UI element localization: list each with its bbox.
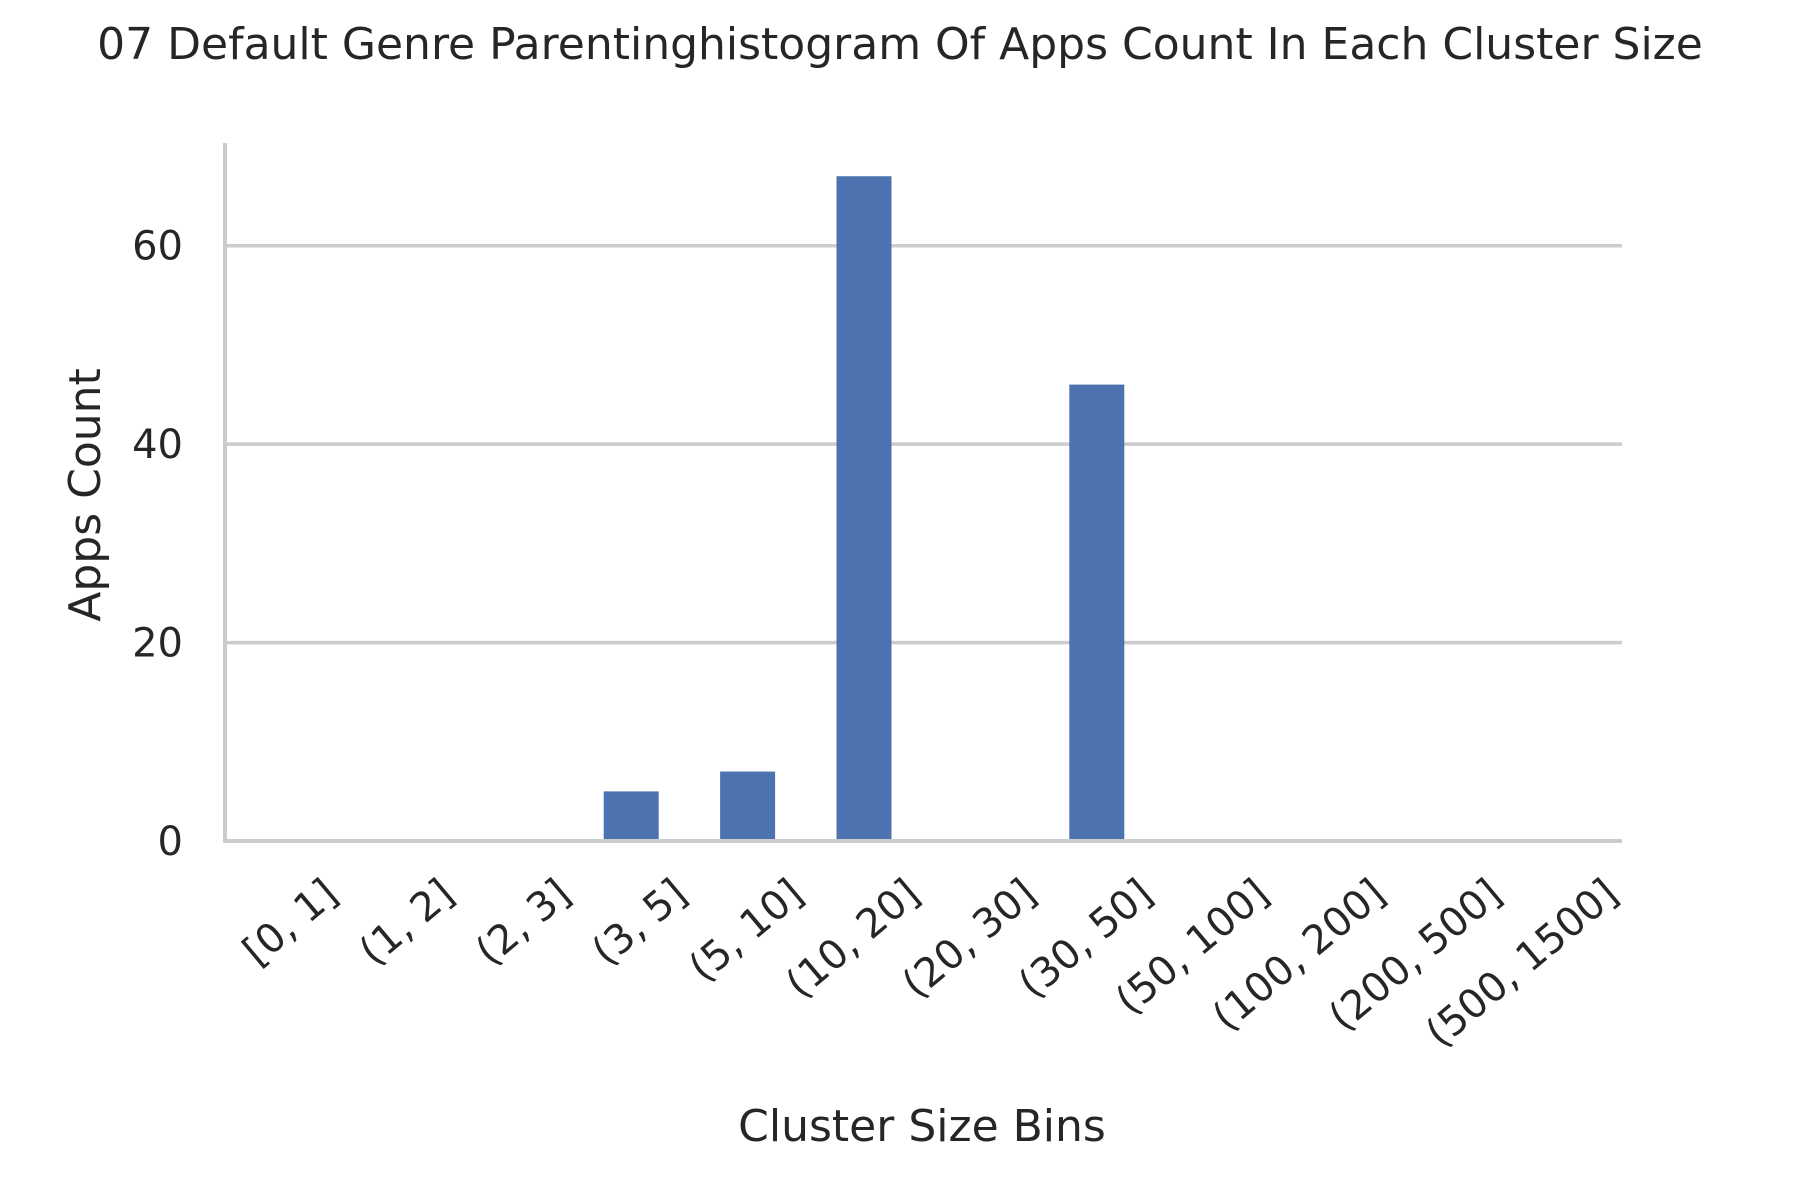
bars [603, 176, 1125, 841]
bar-5 [836, 176, 892, 841]
y-tick-labels: 0 20 40 60 [132, 224, 183, 865]
y-tick-label-2: 40 [132, 422, 183, 468]
chart-title: 07 Default Genre Parentinghistogram Of A… [97, 19, 1703, 70]
y-tick-label-1: 20 [132, 621, 183, 667]
y-tick-label-3: 60 [132, 224, 183, 270]
x-axis-label: Cluster Size Bins [738, 1101, 1106, 1152]
axes [223, 143, 1622, 843]
grid-lines [225, 243, 1622, 645]
y-tick-label-0: 0 [158, 819, 183, 865]
y-axis-label: Apps Count [60, 368, 111, 622]
bar-3 [603, 791, 659, 841]
bar-7 [1069, 384, 1125, 841]
bar-4 [720, 771, 776, 841]
